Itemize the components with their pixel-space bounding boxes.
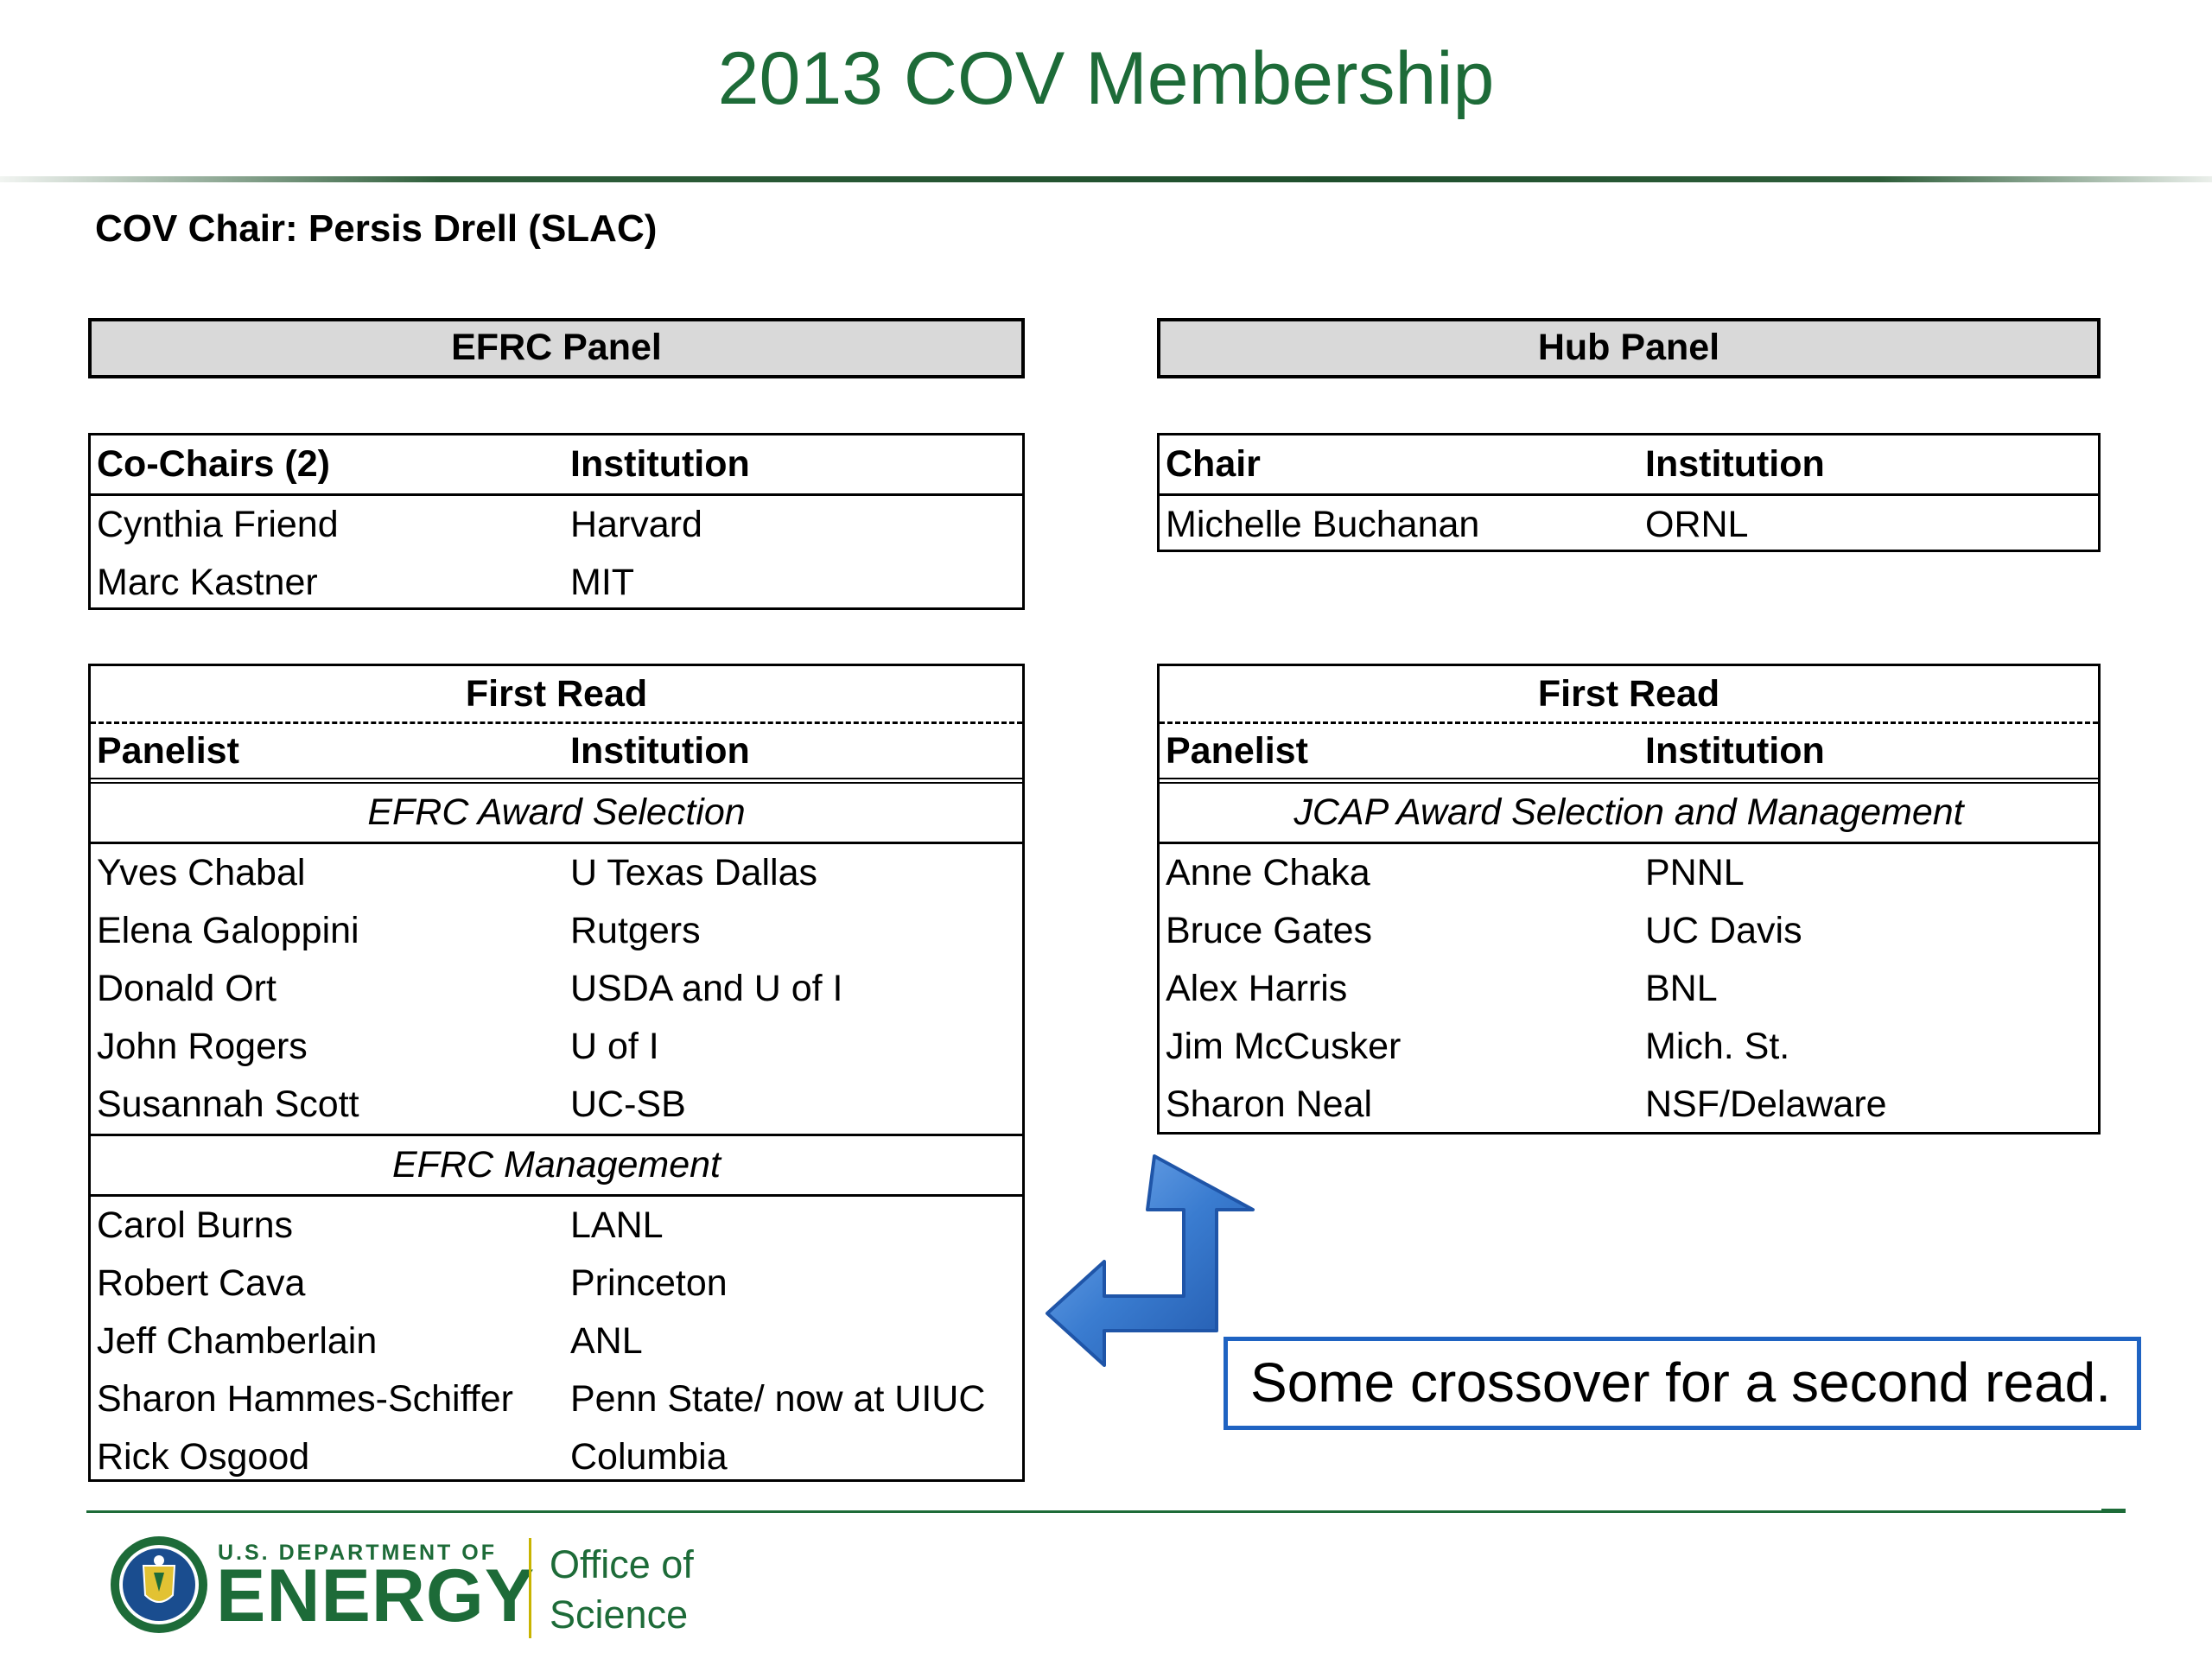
person-name: Elena Galoppini (97, 910, 359, 951)
dept-line: U.S. DEPARTMENT OF (218, 1541, 497, 1565)
table-row: Donald Ort USDA and U of I (91, 960, 1022, 1018)
table-row: Rick Osgood Columbia (91, 1428, 1022, 1486)
institution: MIT (570, 562, 635, 603)
table-row: Cynthia Friend Harvard (91, 496, 1022, 554)
institution: USDA and U of I (570, 968, 843, 1009)
table-row: Michelle Buchanan ORNL (1160, 496, 2098, 554)
efrc-cochairs-table: Co-Chairs (2) Institution Cynthia Friend… (88, 433, 1025, 610)
hub-first-read-table: First Read Panelist Institution JCAP Awa… (1157, 664, 2101, 1135)
hub-panel-header: Hub Panel (1157, 318, 2101, 378)
table-header-row: Co-Chairs (2) Institution (91, 435, 1022, 496)
person-name: Jeff Chamberlain (97, 1320, 378, 1362)
institution: Columbia (570, 1436, 728, 1478)
institution: Princeton (570, 1262, 728, 1304)
energy-wordmark: ENERGY (216, 1554, 536, 1637)
person-name: Sharon Hammes-Schiffer (97, 1378, 513, 1420)
column-header: Chair (1166, 443, 1261, 485)
crossover-arrow-icon (1046, 1154, 1255, 1367)
footer-divider (86, 1510, 2126, 1513)
column-header: Co-Chairs (2) (97, 443, 330, 485)
title-divider (0, 176, 2212, 182)
institution: LANL (570, 1205, 664, 1246)
office-line: Office of (550, 1542, 694, 1586)
person-name: Marc Kastner (97, 562, 318, 603)
person-name: John Rogers (97, 1026, 308, 1067)
person-name: Alex Harris (1166, 968, 1348, 1009)
table-row: Marc Kastner MIT (91, 554, 1022, 612)
institution: Rutgers (570, 910, 701, 951)
table-row: Jeff Chamberlain ANL (91, 1313, 1022, 1370)
cov-chair-line: COV Chair: Persis Drell (SLAC) (95, 207, 658, 250)
table-header-row: Panelist Institution (91, 724, 1022, 784)
table-row: Bruce Gates UC Davis (1160, 902, 2098, 960)
table-row: Anne Chaka PNNL (1160, 844, 2098, 902)
table-row: Robert Cava Princeton (91, 1255, 1022, 1313)
institution: BNL (1645, 968, 1718, 1009)
person-name: Rick Osgood (97, 1436, 310, 1478)
column-header: Panelist (1166, 730, 1308, 772)
table-row: Alex Harris BNL (1160, 960, 2098, 1018)
first-read-title: First Read (1160, 666, 2098, 724)
table-row: Sharon Hammes-Schiffer Penn State/ now at… (91, 1370, 1022, 1428)
hub-chair-table: Chair Institution Michelle Buchanan ORNL (1157, 433, 2101, 552)
section-title: EFRC Management (91, 1134, 1022, 1197)
person-name: Jim McCusker (1166, 1026, 1402, 1067)
logo-separator (529, 1538, 531, 1638)
person-name: Michelle Buchanan (1166, 504, 1480, 545)
column-header: Institution (1645, 443, 1825, 485)
slide-title: 2013 COV Membership (717, 37, 1495, 120)
table-row: Jim McCusker Mich. St. (1160, 1018, 2098, 1076)
column-header: Panelist (97, 730, 239, 772)
institution: U Texas Dallas (570, 852, 817, 893)
first-read-title: First Read (91, 666, 1022, 724)
table-row: Yves Chabal U Texas Dallas (91, 844, 1022, 902)
table-row: Elena Galoppini Rutgers (91, 902, 1022, 960)
efrc-first-read-table: First Read Panelist Institution EFRC Awa… (88, 664, 1025, 1482)
institution: NSF/Delaware (1645, 1084, 1887, 1125)
office-of-science-logo: Office of Science (550, 1540, 694, 1640)
person-name: Robert Cava (97, 1262, 306, 1304)
institution: U of I (570, 1026, 659, 1067)
table-row: Carol Burns LANL (91, 1197, 1022, 1255)
institution: Mich. St. (1645, 1026, 1790, 1067)
table-row: John Rogers U of I (91, 1018, 1022, 1076)
table-row: Sharon Neal NSF/Delaware (1160, 1076, 2098, 1134)
institution: Harvard (570, 504, 702, 545)
efrc-panel-header: EFRC Panel (88, 318, 1025, 378)
person-name: Bruce Gates (1166, 910, 1372, 951)
person-name: Cynthia Friend (97, 504, 339, 545)
doe-seal-icon (111, 1536, 207, 1633)
person-name: Yves Chabal (97, 852, 306, 893)
crossover-callout: Some crossover for a second read. (1224, 1337, 2141, 1430)
section-title: JCAP Award Selection and Management (1160, 784, 2098, 844)
person-name: Donald Ort (97, 968, 276, 1009)
institution: PNNL (1645, 852, 1745, 893)
person-name: Sharon Neal (1166, 1084, 1373, 1125)
table-header-row: Chair Institution (1160, 435, 2098, 496)
institution: ANL (570, 1320, 643, 1362)
person-name: Carol Burns (97, 1205, 294, 1246)
institution: ORNL (1645, 504, 1749, 545)
column-header: Institution (1645, 730, 1825, 772)
science-line: Science (550, 1592, 689, 1637)
institution: Penn State/ now at UIUC (570, 1378, 986, 1420)
person-name: Anne Chaka (1166, 852, 1370, 893)
column-header: Institution (570, 730, 750, 772)
institution: UC-SB (570, 1084, 686, 1125)
person-name: Susannah Scott (97, 1084, 359, 1125)
institution: UC Davis (1645, 910, 1802, 951)
section-title: EFRC Award Selection (91, 784, 1022, 844)
column-header: Institution (570, 443, 750, 485)
table-row: Susannah Scott UC-SB (91, 1076, 1022, 1134)
footer-divider-tick (2101, 1509, 2126, 1511)
table-header-row: Panelist Institution (1160, 724, 2098, 784)
